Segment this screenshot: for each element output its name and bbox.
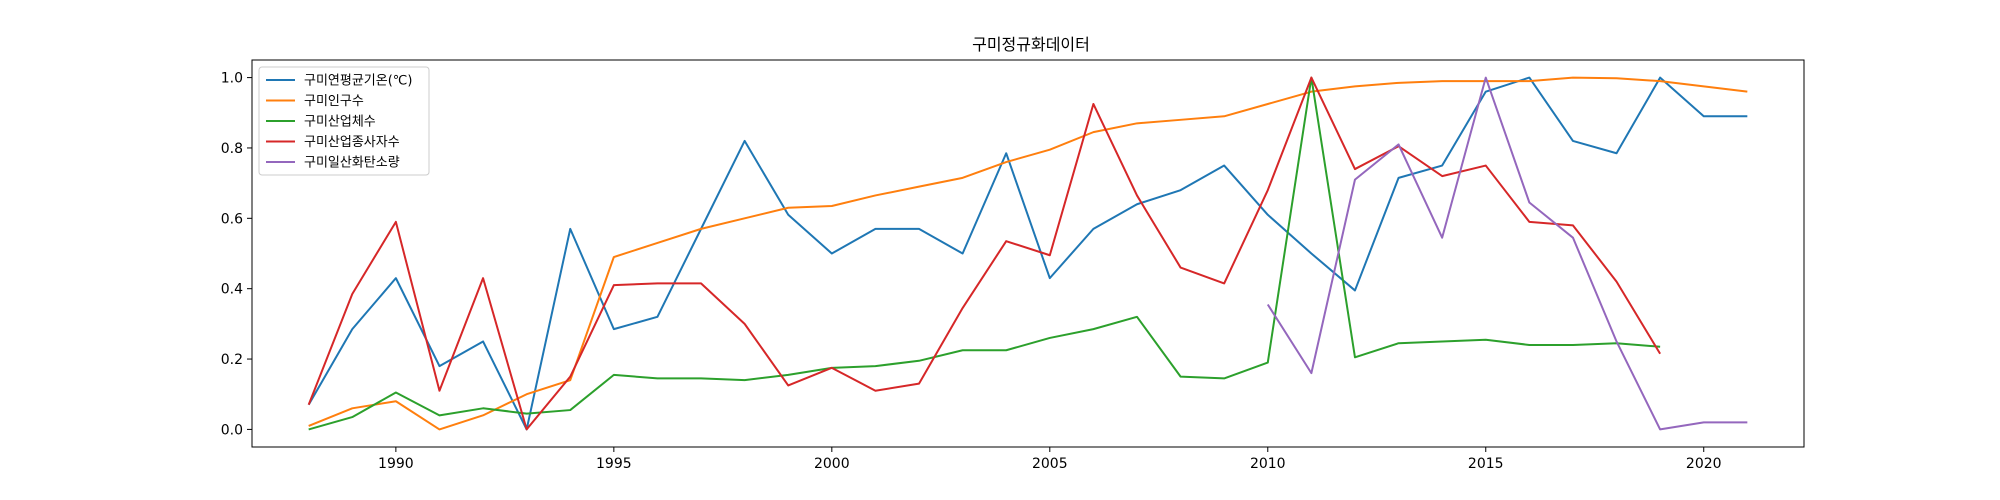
y-tick-label: 1.0 [221, 71, 243, 87]
legend-label: 구미일산화탄소량 [304, 156, 400, 171]
x-tick-label: 2020 [1686, 456, 1722, 472]
x-tick-label: 1995 [596, 456, 632, 472]
y-tick-label: 0.6 [221, 211, 243, 227]
y-tick-label: 0.4 [221, 282, 243, 298]
x-tick-label: 1990 [378, 456, 414, 472]
x-tick-label: 2005 [1032, 456, 1068, 472]
y-tick-label: 0.2 [221, 352, 243, 368]
plot-area [251, 59, 1805, 448]
legend-label: 구미연평균기온(℃) [304, 74, 412, 89]
plot-frame [251, 59, 1805, 448]
x-axis: 1990 1995 2000 2005 2010 2015 2020 [378, 447, 1722, 472]
series-line-1 [308, 76, 1748, 431]
y-tick-label: 0.0 [221, 422, 243, 438]
legend-label: 구미산업종사자수 [304, 135, 400, 150]
chart-title: 구미정규화데이터 [972, 35, 1090, 54]
series-line-4 [1266, 76, 1748, 431]
y-axis: 0.0 0.2 0.4 0.6 0.8 1.0 [221, 71, 252, 438]
series-layer [307, 76, 1748, 431]
series-line-2 [308, 76, 1661, 431]
legend-box [258, 66, 430, 176]
x-tick-label: 2015 [1468, 456, 1504, 472]
series-line-3 [307, 76, 1661, 431]
y-tick-label: 0.8 [221, 141, 243, 157]
legend-label: 구미인구수 [304, 94, 364, 109]
series-line-0 [307, 76, 1748, 431]
x-tick-label: 2000 [814, 456, 850, 472]
legend-label: 구미산업체수 [304, 115, 376, 130]
x-tick-label: 2010 [1250, 456, 1286, 472]
